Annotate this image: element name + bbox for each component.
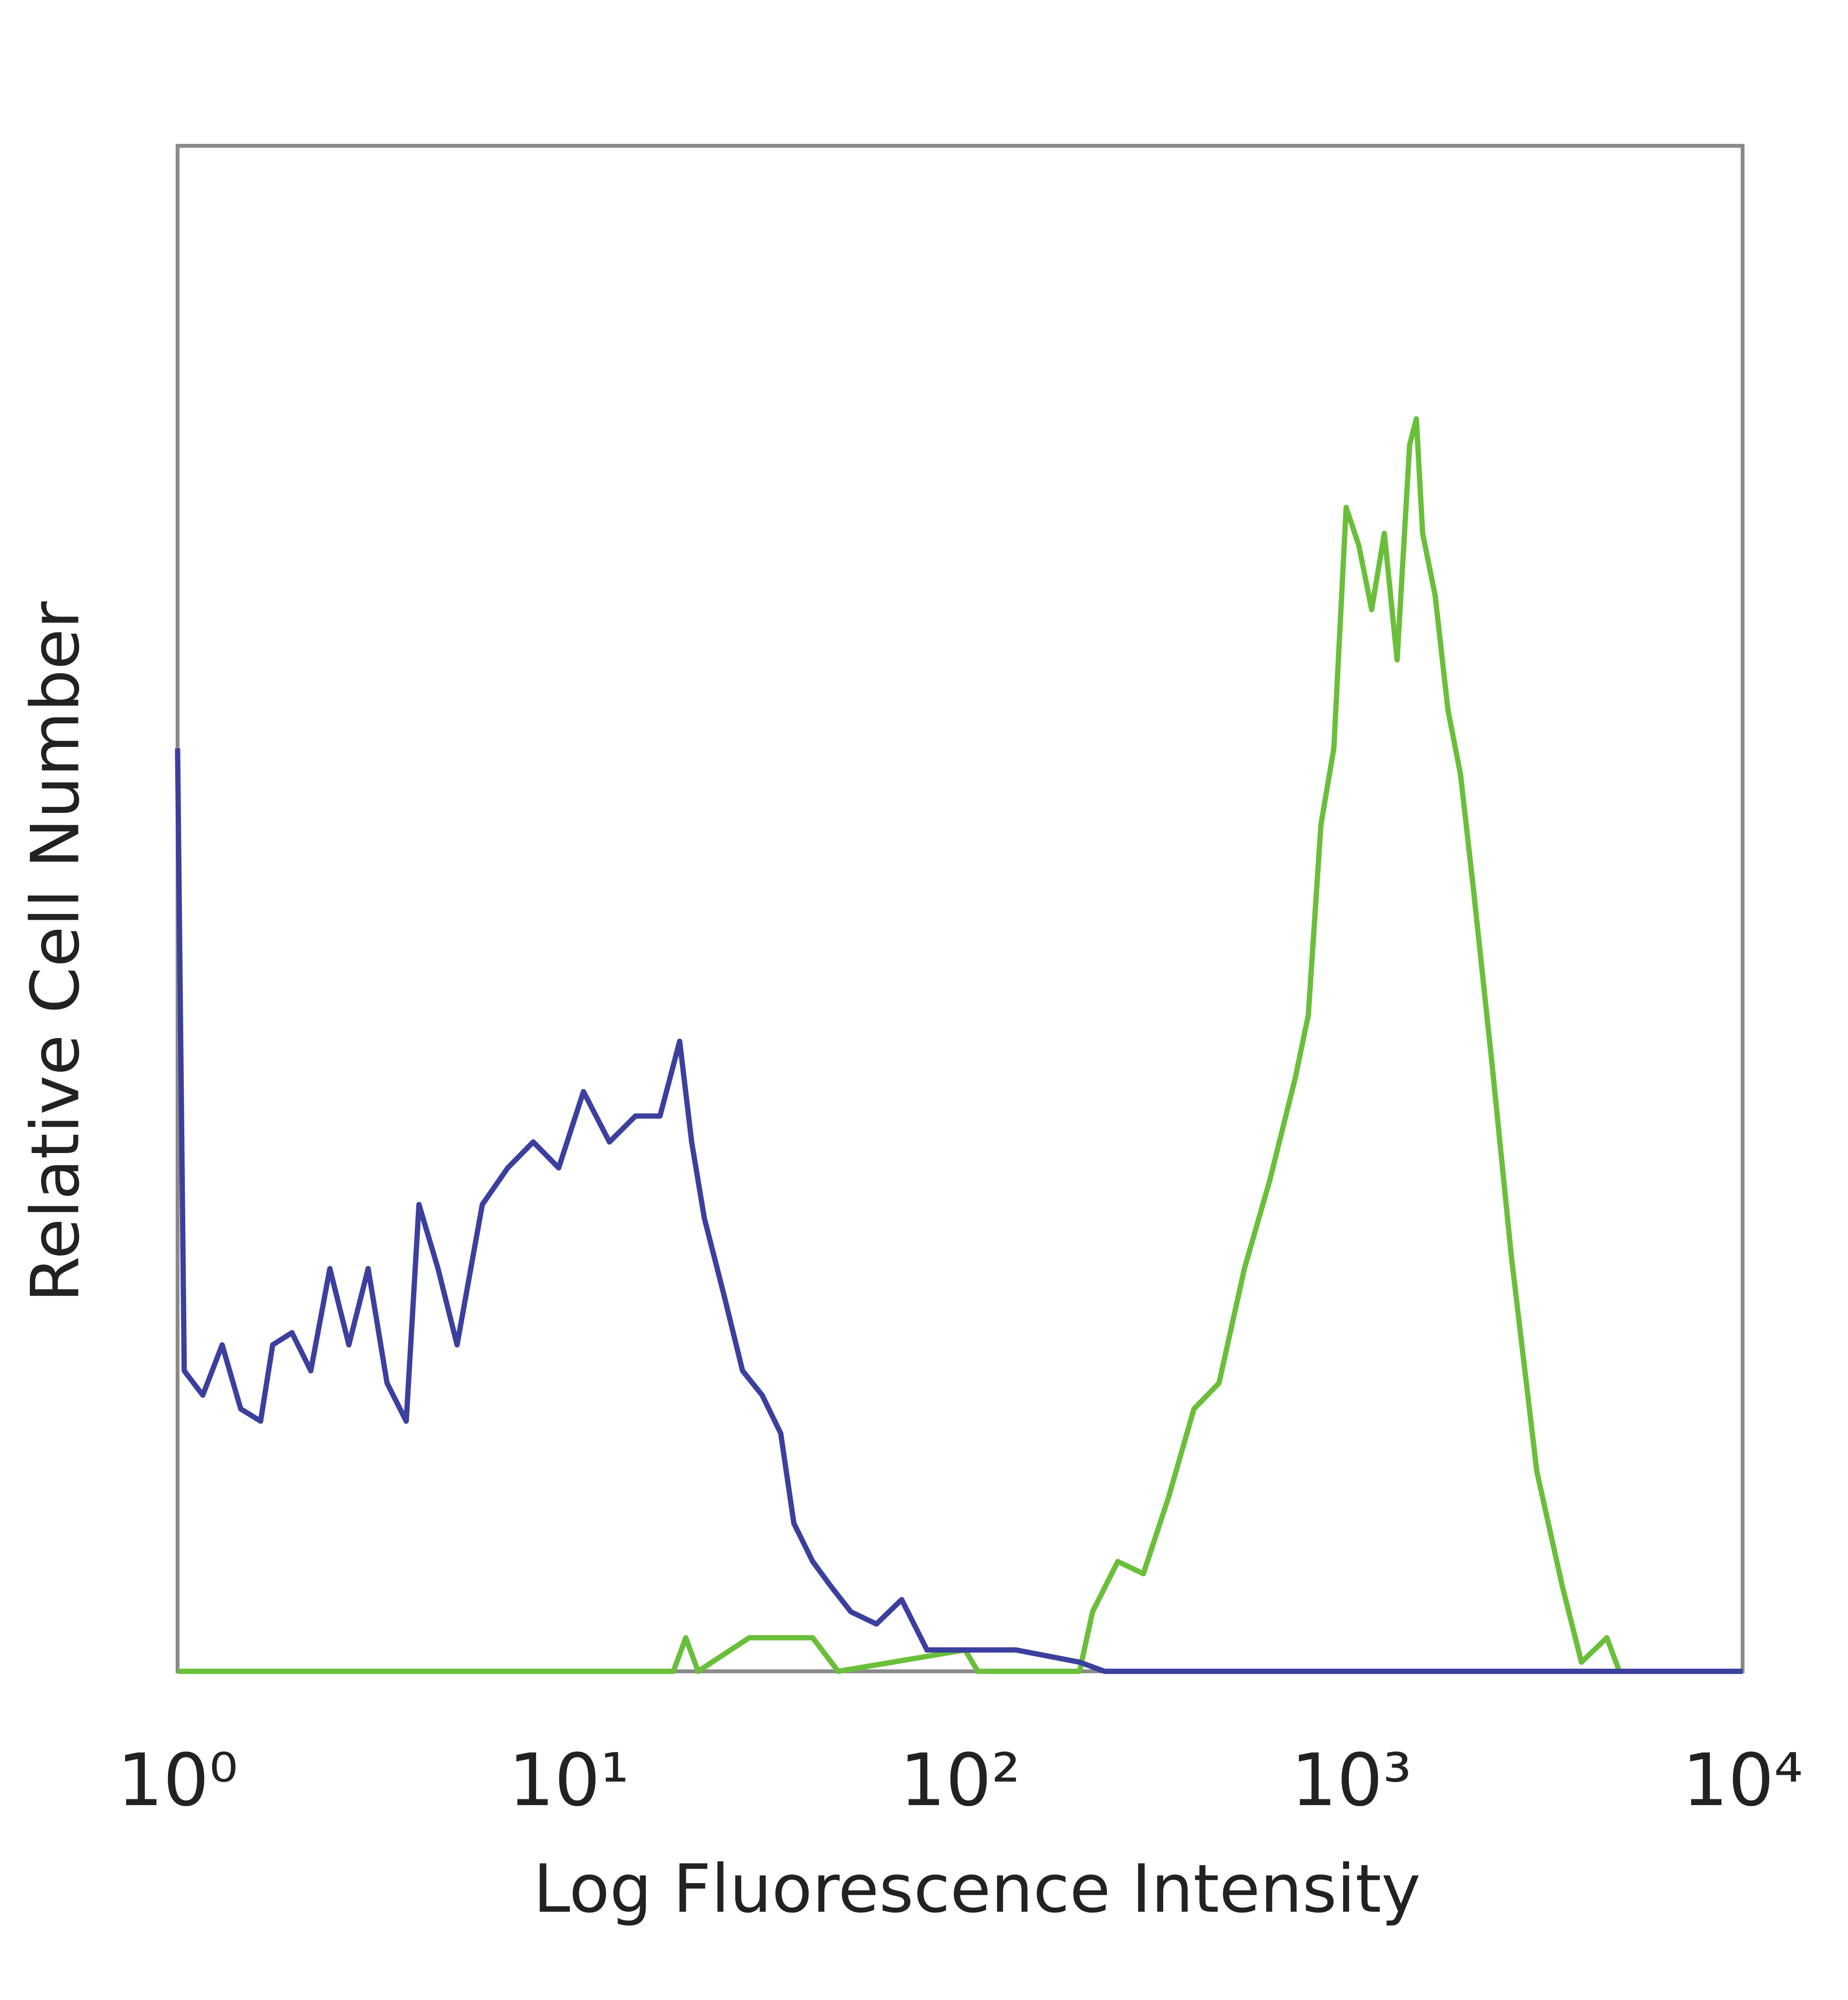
y-axis-label: Relative Cell Number <box>17 601 94 1302</box>
x-axis-label: Log Fluorescence Intensity <box>533 1850 1421 1928</box>
plot-frame <box>176 144 1745 1673</box>
histogram-line <box>178 416 1743 1674</box>
x-tick-label: 10⁴ <box>1682 1739 1803 1822</box>
x-tick-label: 10⁰ <box>117 1739 238 1822</box>
histogram-line <box>175 748 1743 1674</box>
x-tick-label: 10¹ <box>508 1739 629 1822</box>
x-tick-label: 10² <box>899 1739 1020 1822</box>
x-tick-label: 10³ <box>1291 1739 1412 1822</box>
